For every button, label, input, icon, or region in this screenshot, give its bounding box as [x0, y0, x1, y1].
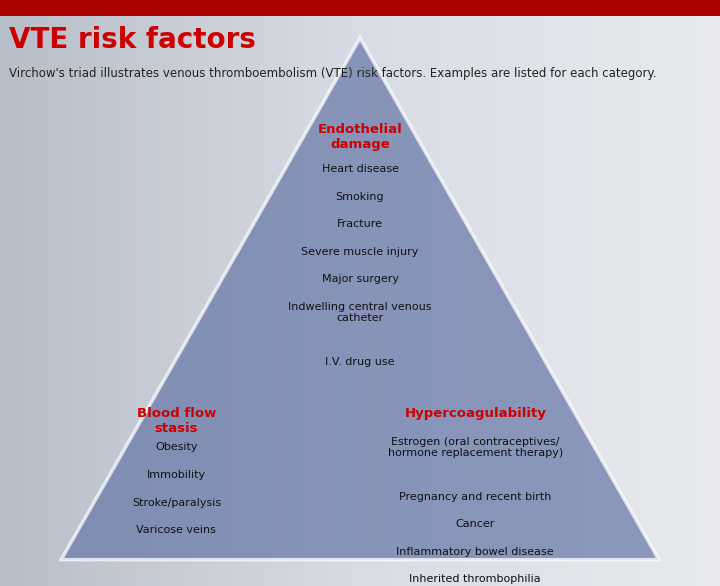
Bar: [0, 0, 720, 16]
Text: Heart disease: Heart disease: [322, 164, 398, 174]
Text: Indwelling central venous
catheter: Indwelling central venous catheter: [288, 302, 432, 323]
Text: Endothelial
damage: Endothelial damage: [318, 123, 402, 151]
Text: Severe muscle injury: Severe muscle injury: [301, 247, 419, 257]
Text: Hypercoagulability: Hypercoagulability: [404, 407, 546, 420]
Text: Major surgery: Major surgery: [322, 274, 398, 284]
Text: Virchow's triad illustrates venous thromboembolism (VTE) risk factors. Examples : Virchow's triad illustrates venous throm…: [9, 67, 657, 80]
Text: Cancer: Cancer: [456, 519, 495, 529]
Text: Stroke/paralysis: Stroke/paralysis: [132, 498, 221, 507]
Text: Fracture: Fracture: [337, 219, 383, 229]
Text: Smoking: Smoking: [336, 192, 384, 202]
Text: Inflammatory bowel disease: Inflammatory bowel disease: [397, 547, 554, 557]
Text: Estrogen (oral contraceptives/
hormone replacement therapy): Estrogen (oral contraceptives/ hormone r…: [387, 437, 563, 458]
Text: Varicose veins: Varicose veins: [137, 525, 216, 535]
Text: Blood flow
stasis: Blood flow stasis: [137, 407, 216, 435]
Text: Immobility: Immobility: [147, 470, 206, 480]
Text: Obesity: Obesity: [155, 442, 198, 452]
Polygon shape: [61, 38, 659, 560]
Text: Inherited thrombophilia: Inherited thrombophilia: [410, 574, 541, 584]
Text: I.V. drug use: I.V. drug use: [325, 357, 395, 367]
Text: VTE risk factors: VTE risk factors: [9, 26, 256, 54]
Text: Pregnancy and recent birth: Pregnancy and recent birth: [399, 492, 552, 502]
